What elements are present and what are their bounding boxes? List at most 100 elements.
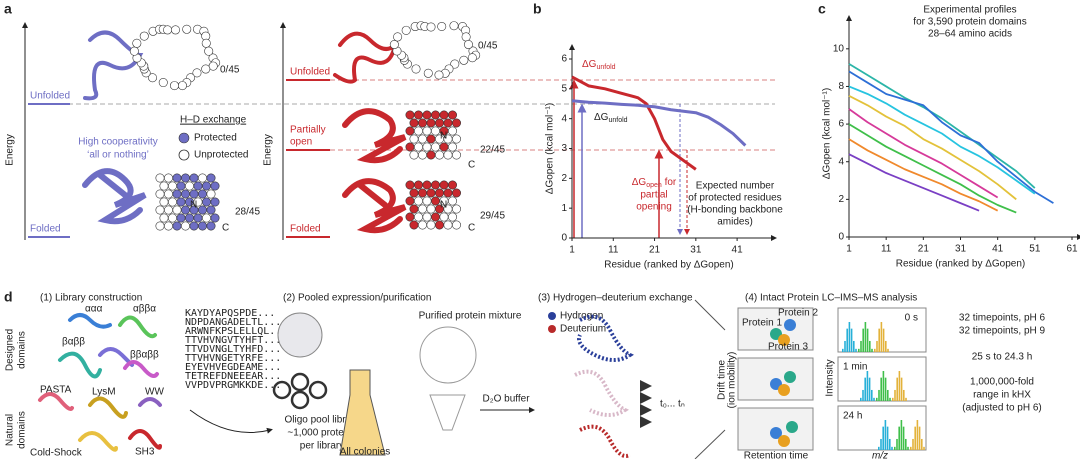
bead: [459, 55, 469, 65]
bead: [182, 24, 192, 34]
series-line: [848, 63, 1036, 189]
spectrum-peak: [869, 340, 871, 352]
y-tick-label: 4: [838, 156, 844, 167]
spectrum-peak: [894, 389, 896, 401]
protein-unfolded: [83, 30, 144, 101]
spectrum-peak: [910, 446, 912, 450]
bead: [198, 173, 208, 183]
series-line: [571, 75, 697, 171]
annotation: ΔGunfold: [582, 59, 616, 71]
series-line: [848, 153, 980, 212]
x-tick-label: 31: [955, 244, 967, 255]
x-tick-label: 1: [846, 244, 852, 255]
note: 32 timepoints, pH 6: [959, 313, 1046, 324]
caption: t₀... tₙ: [660, 399, 685, 410]
y-tick-label: 0: [838, 232, 844, 243]
bead: [426, 204, 436, 214]
spectrum-peak: [880, 377, 882, 401]
bead: [409, 188, 419, 198]
bead: [439, 142, 449, 152]
bead: [172, 189, 182, 199]
bead: [168, 181, 178, 191]
bead: [168, 197, 178, 207]
axis-label: Energy: [263, 134, 274, 166]
legend-label: Hydrogen: [560, 311, 603, 322]
spectrum-peak: [855, 348, 857, 352]
panel-a: a Energy Energy Unfolded Folded Unfolded…: [4, 1, 775, 240]
caption: Purified protein mixture: [419, 311, 522, 322]
panel-label: a: [4, 1, 12, 17]
bead: [172, 205, 182, 215]
spectrum-frame: [837, 405, 927, 451]
bead: [206, 221, 216, 231]
bead: [181, 221, 191, 231]
spectrum-peak: [896, 377, 898, 401]
series-line: [848, 85, 1036, 195]
spectrum-peak: [896, 438, 898, 450]
domain-name: Cold-Shock: [30, 448, 83, 459]
annotation: Expected number: [696, 181, 775, 192]
spectrum-peak: [862, 328, 864, 352]
spectrum-peak: [878, 446, 880, 450]
x-tick-label: 31: [690, 245, 702, 256]
bead: [155, 173, 165, 183]
bead: [430, 196, 440, 206]
bead: [155, 221, 165, 231]
bead: [405, 110, 415, 120]
chart-subtitle: for 3,590 protein domains: [913, 17, 1026, 28]
hdx-protein: [579, 424, 631, 458]
y-tick-label: 3: [561, 143, 567, 154]
spectrum-peak: [887, 389, 889, 401]
bead: [443, 220, 453, 230]
arrow: [189, 409, 273, 434]
y-tick-label: 6: [561, 54, 567, 65]
series-line: [848, 123, 1017, 214]
bead: [426, 150, 436, 160]
bead: [430, 110, 440, 120]
bead: [439, 110, 449, 120]
bead: [198, 221, 208, 231]
legend-symbol: [178, 149, 190, 161]
axis-label: Drift time: [717, 360, 728, 400]
bead: [176, 197, 186, 207]
bead: [176, 213, 186, 223]
bead: [176, 181, 186, 191]
sequence: VVPDVPRGMKKDE...: [185, 380, 281, 391]
bead: [158, 78, 168, 88]
x-tick-label: 21: [649, 245, 661, 256]
annotation: amides): [717, 217, 753, 228]
legend-title: H–D exchange: [180, 115, 247, 126]
count: 22/45: [480, 145, 505, 156]
spectrum-peak: [900, 377, 903, 401]
bead: [409, 150, 419, 160]
y-tick-label: 1: [561, 203, 567, 214]
domain-icons: [38, 313, 162, 452]
bead: [411, 64, 421, 74]
caption: per library: [300, 441, 344, 452]
spectrum-peak: [882, 328, 885, 352]
spectrum-peak: [876, 397, 878, 401]
spectrum-peak: [912, 438, 914, 450]
bead: [467, 53, 477, 63]
bead: [409, 204, 419, 214]
spectrum-peak: [844, 340, 846, 352]
spectrum-peak: [866, 371, 869, 401]
spectrum-peak: [860, 340, 862, 352]
bead: [201, 64, 211, 74]
bead: [417, 204, 427, 214]
bead: [210, 213, 220, 223]
bead: [430, 212, 440, 222]
bead: [148, 73, 158, 83]
bead: [405, 142, 415, 152]
terminus: C: [468, 160, 475, 171]
y-tick-label: 10: [833, 43, 845, 54]
bead: [426, 188, 436, 198]
spectrum-peak: [864, 377, 866, 401]
bead: [210, 197, 220, 207]
state-label: Unfolded: [30, 91, 70, 102]
hdx-protein: [574, 369, 629, 417]
spectrum-peak: [892, 397, 894, 401]
bead: [417, 134, 427, 144]
step-title: (4) Intact Protein LC–IMS–MS analysis: [745, 293, 917, 304]
